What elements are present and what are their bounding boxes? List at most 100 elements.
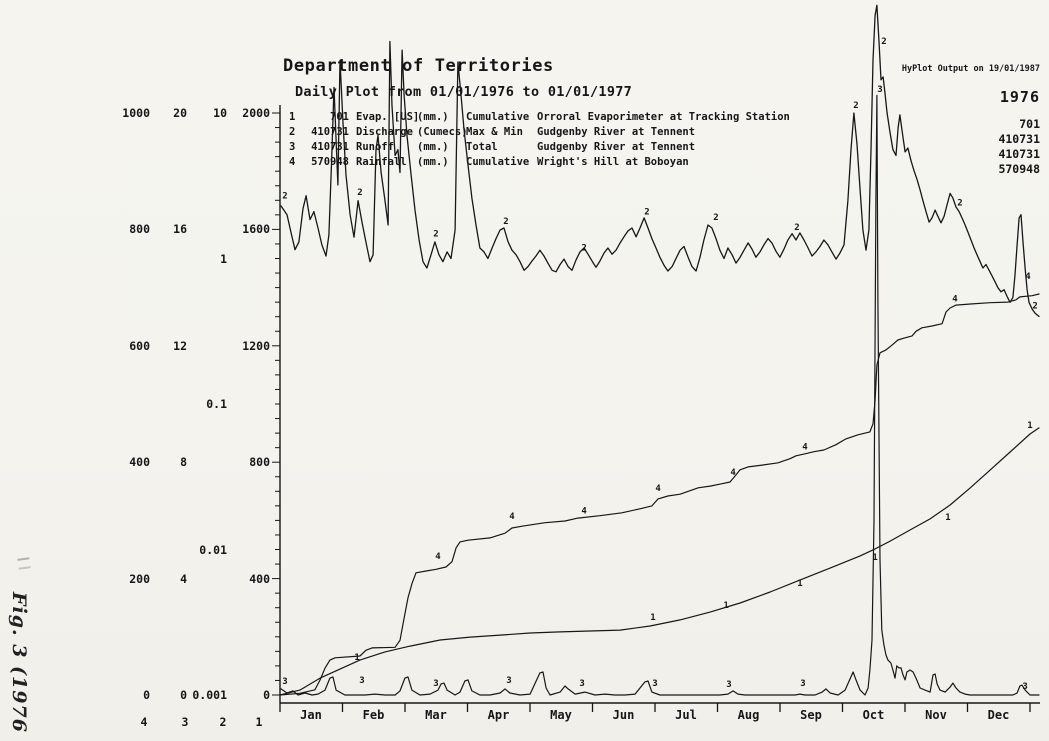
legend-description: Gudgenby River at Tennent [537, 126, 696, 138]
y-tick-label-axis-4: 600 [129, 338, 150, 353]
curve-number-label: 2 [581, 244, 586, 254]
legend-statistic: Cumulative [466, 111, 530, 123]
handwritten-figure-caption: Fig. 3 (1976 [8, 592, 30, 733]
legend-variable-name: Rainfall [356, 156, 407, 168]
y-tick-label-axis-2: 1 [220, 251, 227, 266]
curve-number-label: 2 [503, 217, 508, 227]
curve-number-label: 1 [797, 579, 802, 589]
curve-number-label: 3 [282, 677, 287, 687]
legend-series-number: 1 [289, 111, 296, 123]
axis-number-label-1: 1 [255, 715, 263, 729]
month-label-mar: Mar [425, 708, 447, 722]
curve-number-label: 2 [644, 207, 649, 217]
y-tick-label-axis-4: 0 [143, 688, 150, 702]
series-4-curve [279, 293, 1040, 696]
curve-number-label: 1 [872, 553, 877, 563]
curve-number-label: 2 [433, 230, 438, 240]
curve-number-label: 2 [853, 101, 858, 111]
legend-row-1: 1 701 Evap. [US] (mm.) Cumulative Orrora… [0, 111, 1049, 125]
y-tick-label-axis-3: 8 [180, 455, 187, 470]
y-tick-label-axis-1: 1600 [242, 222, 270, 237]
legend-station-id: 410731 [311, 126, 349, 138]
legend-variable-name: Discharge [356, 126, 413, 138]
curve-number-label: 4 [802, 443, 808, 453]
legend-row-2: 2 410731 Discharge (Cumecs) Max & Min Gu… [0, 126, 1049, 140]
right-station-id: 410731 [998, 132, 1040, 146]
y-tick-label-axis-1: 1200 [242, 338, 270, 353]
right-station-id: 701 [1019, 117, 1040, 131]
y-tick-label-axis-4: 1000 [122, 106, 150, 120]
series-2-curve [280, 4, 1040, 318]
legend-unit: (mm.) [417, 141, 449, 153]
series-3-curve [280, 94, 1040, 696]
curve-number-label: 1 [723, 601, 728, 611]
curve-number-label: 1 [1027, 421, 1032, 431]
month-label-jul: Jul [675, 708, 697, 722]
curve-number-label: 2 [713, 213, 718, 223]
y-tick-label-axis-4: 200 [129, 571, 150, 586]
y-tick-label-axis-1: 2000 [242, 106, 270, 120]
curve-number-label: 3 [579, 679, 584, 689]
legend-description: Orroral Evaporimeter at Tracking Station [537, 111, 790, 123]
legend-variable-name: Evap. [US] [356, 111, 420, 123]
legend-station-id: 570948 [311, 156, 349, 168]
y-tick-label-axis-1: 800 [249, 455, 270, 470]
page-title: Department of Territories [283, 56, 554, 76]
curve-number-label: 3 [800, 679, 805, 689]
curve-number-label: 2 [282, 192, 287, 202]
y-tick-label-axis-4: 400 [129, 455, 150, 470]
y-tick-label-axis-4: 800 [129, 222, 150, 237]
y-tick-label-axis-3: 12 [173, 338, 187, 353]
month-label-aug: Aug [737, 708, 760, 722]
y-tick-label-axis-2: 0.1 [206, 397, 227, 411]
curve-number-label: 2 [1032, 301, 1037, 311]
legend-station-id: 410731 [311, 141, 349, 153]
curve-number-label: 4 [730, 468, 736, 478]
y-tick-label-axis-3: 20 [173, 106, 187, 120]
curve-number-label: 2 [357, 188, 362, 198]
curve-number-label: 3 [359, 676, 364, 686]
curve-number-label: 3 [877, 85, 882, 95]
curve-number-label: 3 [652, 679, 657, 689]
legend-variable-name: Runoff [356, 141, 394, 153]
curve-number-label: 2 [957, 199, 962, 209]
month-label-may: May [550, 708, 572, 722]
curve-number-label: 4 [435, 552, 441, 562]
curve-number-label: 1 [650, 613, 655, 623]
curve-number-label: 3 [1022, 682, 1027, 692]
curve-number-label: 4 [952, 294, 958, 304]
legend-unit: (mm.) [417, 156, 449, 168]
curve-number-label: 1 [354, 653, 359, 663]
month-label-feb: Feb [362, 708, 385, 722]
right-station-id: 570948 [998, 162, 1040, 176]
curve-number-label: 2 [881, 37, 886, 47]
y-tick-label-axis-3: 0 [180, 688, 187, 702]
curve-number-label: 4 [581, 507, 587, 517]
legend-series-number: 3 [289, 141, 296, 153]
legend-series-number: 2 [289, 126, 296, 138]
curve-number-label: 2 [794, 223, 799, 233]
curve-number-label: 1 [945, 513, 950, 523]
right-station-id: 410731 [998, 147, 1040, 161]
legend-statistic: Cumulative [466, 156, 530, 168]
legend-row-3: 3 410731 Runoff (mm.) Total Gudgenby Riv… [0, 141, 1049, 155]
legend-description: Gudgenby River at Tennent [537, 141, 696, 153]
y-tick-label-axis-1: 0 [263, 688, 270, 702]
y-tick-label-axis-3: 4 [180, 571, 187, 586]
month-label-jun: Jun [612, 708, 635, 722]
legend-station-id: 701 [330, 111, 349, 123]
legend-series-number: 4 [289, 156, 296, 168]
legend-statistic: Max & Min [466, 126, 523, 138]
curve-number-label: 4 [509, 512, 515, 522]
legend-unit: (Cumecs) [417, 126, 468, 138]
month-label-sep: Sep [800, 708, 822, 722]
y-tick-label-axis-2: 10 [213, 106, 227, 120]
month-label-oct: Oct [862, 708, 885, 722]
curve-number-label: 3 [726, 680, 731, 690]
curve-number-label: 4 [1025, 272, 1031, 282]
month-label-nov: Nov [925, 708, 947, 722]
output-timestamp: HyPlot Output on 19/01/1987 [901, 64, 1040, 74]
legend-description: Wright's Hill at Boboyan [537, 156, 689, 168]
